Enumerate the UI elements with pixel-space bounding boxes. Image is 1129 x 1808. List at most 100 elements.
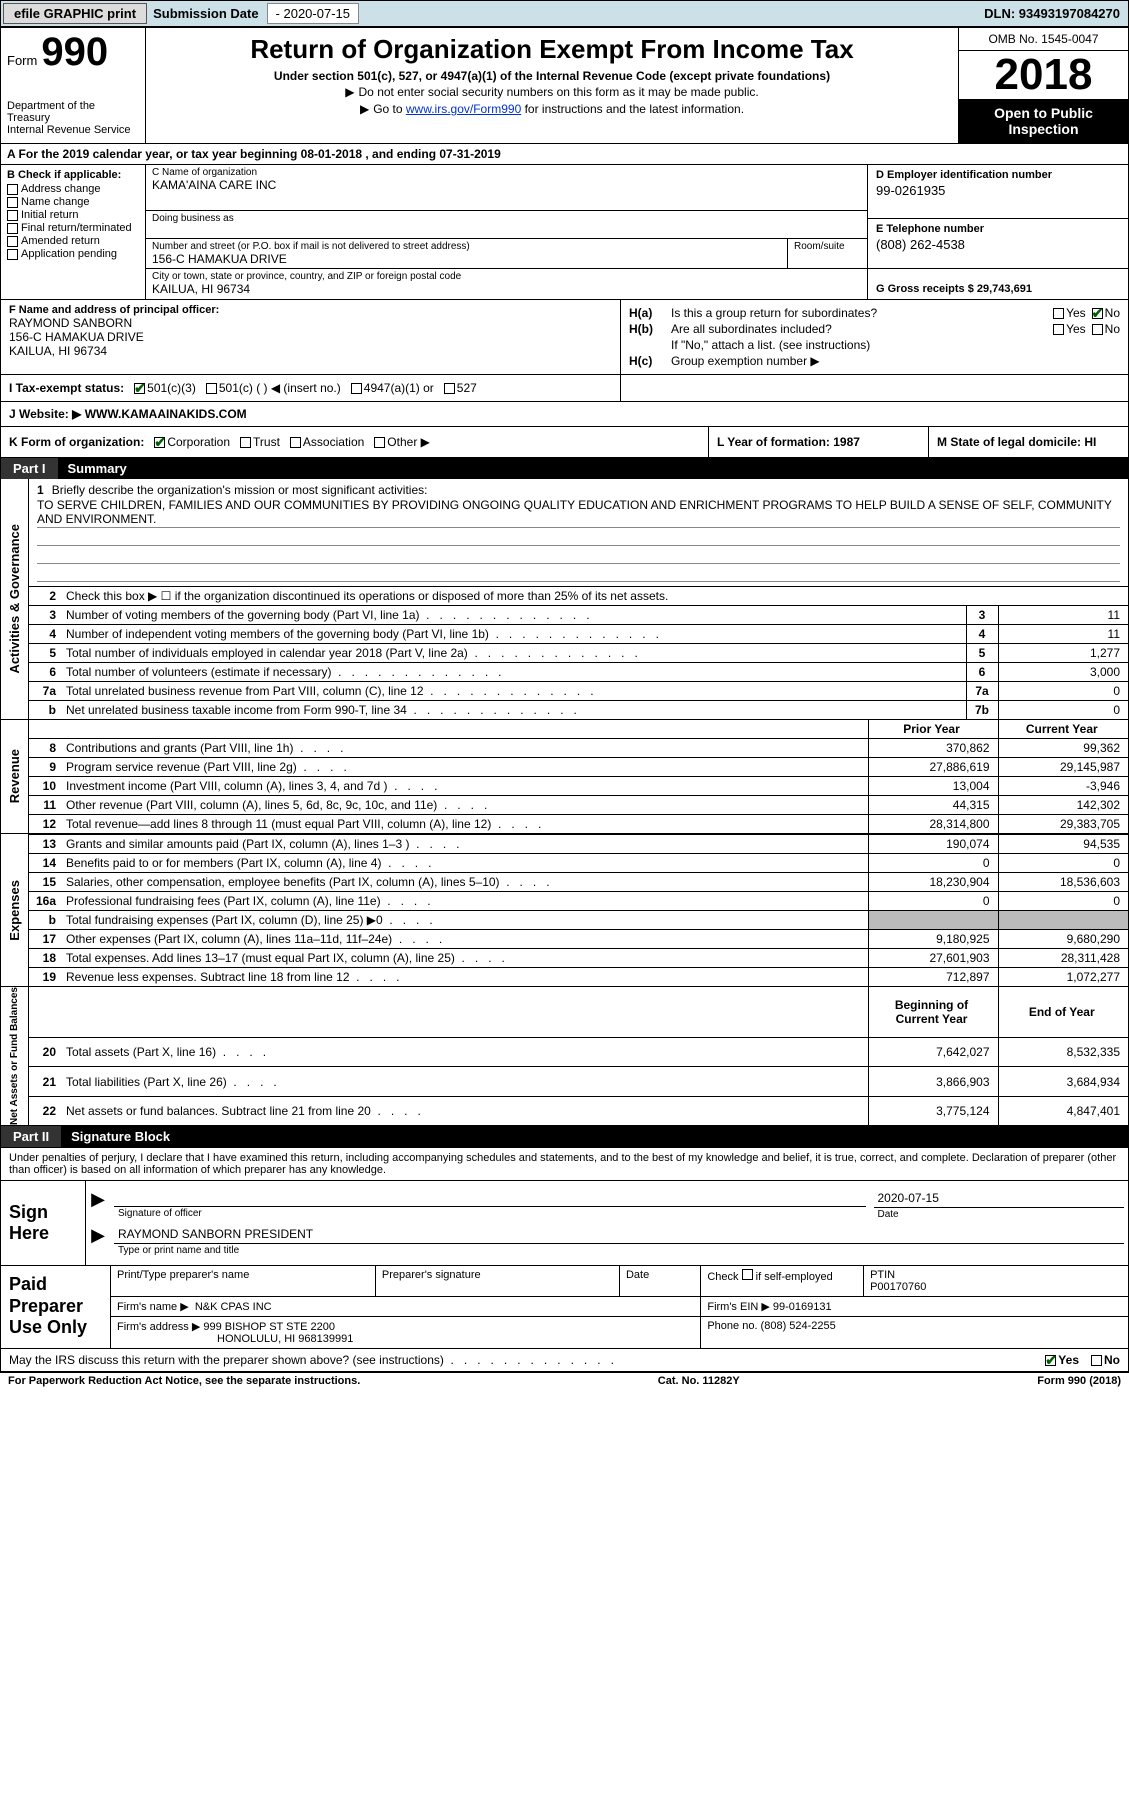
city-label: City or town, state or province, country… <box>152 271 861 282</box>
table-row: 17Other expenses (Part IX, column (A), l… <box>29 930 1128 949</box>
omb-number: OMB No. 1545-0047 <box>959 28 1128 51</box>
table-row: bNet unrelated business taxable income f… <box>29 701 1128 720</box>
vtab-activities: Activities & Governance <box>1 479 29 719</box>
dba-label: Doing business as <box>152 213 861 224</box>
paid-preparer-block: Paid Preparer Use Only Print/Type prepar… <box>1 1265 1128 1348</box>
chk-app-pending[interactable] <box>7 249 18 260</box>
chk-trust[interactable] <box>240 437 251 448</box>
printed-name-label: Type or print name and title <box>114 1244 1124 1257</box>
sign-here-block: Sign Here ▶ Signature of officer 2020-07… <box>1 1180 1128 1265</box>
efile-print-button[interactable]: efile GRAPHIC print <box>3 3 147 24</box>
table-row: bTotal fundraising expenses (Part IX, co… <box>29 911 1128 930</box>
table-row: 4Number of independent voting members of… <box>29 625 1128 644</box>
prep-sig-hdr: Preparer's signature <box>375 1266 619 1297</box>
revenue-table: Prior YearCurrent Year 8Contributions an… <box>29 720 1128 833</box>
vtab-expenses: Expenses <box>1 834 29 986</box>
hb-note: If "No," attach a list. (see instruction… <box>629 338 1120 352</box>
form-id-block: Form 990 Department of the Treasury Inte… <box>1 28 146 143</box>
paperwork-notice: For Paperwork Reduction Act Notice, see … <box>8 1375 360 1387</box>
chk-501c3[interactable] <box>134 383 145 394</box>
ha-text: Is this a group return for subordinates? <box>671 306 1053 320</box>
form-title-block: Return of Organization Exempt From Incom… <box>146 28 958 143</box>
discuss-yes[interactable] <box>1045 1355 1056 1366</box>
table-row: 6Total number of volunteers (estimate if… <box>29 663 1128 682</box>
chk-501c[interactable] <box>206 383 217 394</box>
paid-prep-label: Paid Preparer Use Only <box>1 1266 111 1348</box>
chk-4947[interactable] <box>351 383 362 394</box>
chk-other[interactable] <box>374 437 385 448</box>
form-page-ref: Form 990 (2018) <box>1037 1375 1121 1387</box>
top-toolbar: efile GRAPHIC print Submission Date - 20… <box>0 0 1129 27</box>
submission-date: - 2020-07-15 <box>267 3 359 24</box>
header-right-block: OMB No. 1545-0047 2018 Open to Public In… <box>958 28 1128 143</box>
ha-label: H(a) <box>629 306 671 320</box>
form-frame: Form 990 Department of the Treasury Inte… <box>0 27 1129 1372</box>
table-row: 5Total number of individuals employed in… <box>29 644 1128 663</box>
netassets-table: Beginning of Current YearEnd of Year 20T… <box>29 987 1128 1125</box>
chk-corp[interactable] <box>154 437 165 448</box>
year-formation: L Year of formation: 1987 <box>708 427 928 457</box>
section-b: B Check if applicable: Address change Na… <box>1 165 146 299</box>
table-row: 15Salaries, other compensation, employee… <box>29 873 1128 892</box>
ha-yes[interactable] <box>1053 308 1064 319</box>
mission-block: 1Briefly describe the organization's mis… <box>29 479 1128 586</box>
irs-link[interactable]: www.irs.gov/Form990 <box>406 102 521 116</box>
table-row: 13Grants and similar amounts paid (Part … <box>29 835 1128 854</box>
table-row: 14Benefits paid to or for members (Part … <box>29 854 1128 873</box>
chk-address-change[interactable] <box>7 184 18 195</box>
ptin-cell: PTINP00170760 <box>864 1266 1128 1297</box>
officer-name: RAYMOND SANBORN <box>9 316 612 330</box>
form-number: 990 <box>41 32 108 72</box>
submission-label: Submission Date <box>149 6 262 21</box>
chk-527[interactable] <box>444 383 455 394</box>
i-label: I Tax-exempt status: <box>9 381 124 395</box>
table-row: 18Total expenses. Add lines 13–17 (must … <box>29 949 1128 968</box>
form-note-ssn: ▶Do not enter social security numbers on… <box>156 85 948 99</box>
chk-initial-return[interactable] <box>7 210 18 221</box>
addr-label: Number and street (or P.O. box if mail i… <box>152 241 781 252</box>
hb-text: Are all subordinates included? <box>671 322 1053 336</box>
ha-no[interactable] <box>1092 308 1103 319</box>
chk-final-return[interactable] <box>7 223 18 234</box>
tax-year: 2018 <box>959 51 1128 99</box>
firm-addr-row: Firm's address ▶ 999 BISHOP ST STE 2200 … <box>111 1317 701 1349</box>
chk-amended[interactable] <box>7 236 18 247</box>
activities-table: 2Check this box ▶ ☐ if the organization … <box>29 586 1128 719</box>
form-subtitle: Under section 501(c), 527, or 4947(a)(1)… <box>156 69 948 83</box>
ein-label: D Employer identification number <box>876 169 1120 181</box>
mission-text: TO SERVE CHILDREN, FAMILIES AND OUR COMM… <box>37 497 1120 528</box>
section-j: J Website: ▶ WWW.KAMAAINAKIDS.COM <box>1 401 1128 426</box>
discuss-no[interactable] <box>1091 1355 1102 1366</box>
hb-no[interactable] <box>1092 324 1103 335</box>
website-value: WWW.KAMAAINAKIDS.COM <box>85 407 247 421</box>
section-f: F Name and address of principal officer:… <box>1 300 621 374</box>
section-d: D Employer identification number 99-0261… <box>868 165 1128 299</box>
dln-label: DLN: 93493197084270 <box>976 2 1128 25</box>
city-state-zip: KAILUA, HI 96734 <box>152 282 861 296</box>
firm-ein: Firm's EIN ▶ 99-0169131 <box>701 1297 1128 1317</box>
vtab-revenue: Revenue <box>1 720 29 833</box>
phone-value: (808) 262-4538 <box>876 237 1120 252</box>
signature-declaration: Under penalties of perjury, I declare th… <box>1 1147 1128 1180</box>
prep-selfemp: Check if self-employed <box>701 1266 864 1297</box>
part2-header: Part II Signature Block <box>1 1125 1128 1147</box>
chk-assoc[interactable] <box>290 437 301 448</box>
hb-yes[interactable] <box>1053 324 1064 335</box>
page-footer: For Paperwork Reduction Act Notice, see … <box>0 1372 1129 1389</box>
sig-officer-label: Signature of officer <box>114 1207 866 1220</box>
chk-name-change[interactable] <box>7 197 18 208</box>
chk-self-employed[interactable] <box>742 1269 753 1280</box>
table-row: 11Other revenue (Part VIII, column (A), … <box>29 796 1128 815</box>
state-domicile: M State of legal domicile: HI <box>928 427 1128 457</box>
officer-addr2: KAILUA, HI 96734 <box>9 344 612 358</box>
section-h: H(a) Is this a group return for subordin… <box>621 300 1128 374</box>
sig-date: 2020-07-15 <box>874 1189 1125 1208</box>
part1-header: Part I Summary <box>1 457 1128 479</box>
street-address: 156-C HAMAKUA DRIVE <box>152 252 781 266</box>
sign-here-label: Sign Here <box>1 1181 86 1265</box>
table-row: 22Net assets or fund balances. Subtract … <box>29 1096 1128 1125</box>
expenses-table: 13Grants and similar amounts paid (Part … <box>29 834 1128 986</box>
firm-name-row: Firm's name ▶ N&K CPAS INC <box>111 1297 701 1317</box>
phone-label: E Telephone number <box>876 223 1120 235</box>
form-title: Return of Organization Exempt From Incom… <box>156 34 948 65</box>
